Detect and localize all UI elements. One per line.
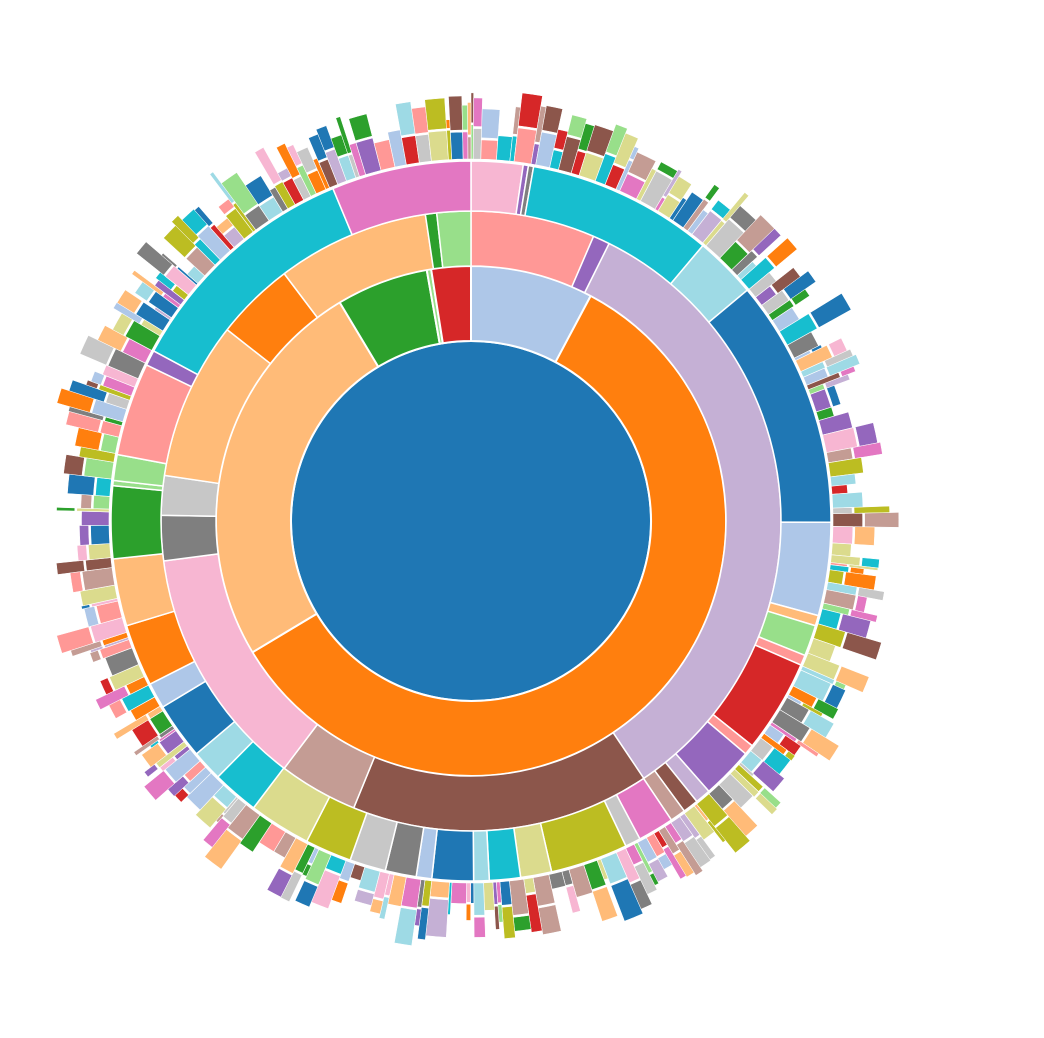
fringe-arc-outer-168[interactable]: [64, 455, 85, 476]
fringe-arc-109[interactable]: [484, 882, 495, 910]
fringe-arc-56[interactable]: [831, 543, 851, 557]
fringe-arc-52[interactable]: [832, 492, 863, 508]
ring-4-segment-34[interactable]: [111, 486, 163, 559]
fringe-arc-217[interactable]: [428, 131, 448, 162]
fringe-arc-outer-55[interactable]: [854, 527, 875, 546]
fringe-arc-110[interactable]: [474, 883, 485, 916]
fringe-arc-outer-110[interactable]: [474, 917, 485, 937]
fringe-arc-111[interactable]: [471, 883, 474, 903]
ring-layer: [111, 161, 831, 881]
fringe-arc-outer-122[interactable]: [354, 889, 374, 905]
ring-4-segment-21[interactable]: [473, 831, 489, 881]
fringe-arc-outer-162[interactable]: [77, 545, 87, 561]
fringe-arc-113[interactable]: [451, 882, 467, 903]
fringe-arc-outer-219[interactable]: [448, 96, 462, 131]
fringe-arc-outer-217[interactable]: [425, 98, 447, 130]
fringe-arc-outer-105[interactable]: [513, 915, 531, 931]
ring-4-segment-20[interactable]: [487, 828, 521, 880]
fringe-arc-166[interactable]: [93, 495, 110, 509]
fringe-arc-outer-1[interactable]: [473, 98, 482, 127]
fringe-arc-outer-22[interactable]: [705, 185, 719, 201]
fringe-arc-164[interactable]: [81, 511, 109, 525]
fringe-arc-outer-65[interactable]: [842, 632, 881, 659]
fringe-arc-outer-163[interactable]: [79, 525, 89, 545]
fringe-arc-112[interactable]: [466, 883, 470, 902]
fringe-arc-outer-212[interactable]: [349, 114, 372, 141]
fringe-arc-outer-161[interactable]: [56, 560, 84, 574]
fringe-arc-outer-118[interactable]: [394, 908, 416, 946]
fringe-arc-219[interactable]: [450, 132, 463, 159]
fringe-arc-outer-54[interactable]: [865, 512, 899, 527]
fringe-arc-55[interactable]: [832, 526, 853, 544]
fringe-arc-outer-165[interactable]: [57, 507, 75, 511]
fringe-arc-outer-36[interactable]: [810, 293, 851, 327]
ring-4-segment-22[interactable]: [432, 829, 474, 881]
fringe-arc-outer-112[interactable]: [466, 904, 470, 920]
ring-3-segment-12[interactable]: [437, 211, 471, 268]
fringe-arc-outer-160[interactable]: [70, 572, 83, 593]
fringe-arc-outer-166[interactable]: [81, 494, 92, 508]
fringe-arc-220[interactable]: [463, 132, 468, 159]
fringe-arc-221[interactable]: [468, 137, 471, 159]
ring-3-segment-6[interactable]: [161, 515, 218, 561]
fringe-arc-1[interactable]: [473, 128, 481, 159]
fringe-arc-outer-167[interactable]: [67, 474, 95, 495]
fringe-arc-outer-47[interactable]: [855, 423, 877, 447]
fringe-arc-51[interactable]: [831, 485, 847, 495]
fringe-arc-outer-221[interactable]: [467, 102, 471, 134]
fringe-arc-162[interactable]: [88, 543, 111, 559]
fringe-arc-163[interactable]: [91, 525, 110, 544]
fringe-arc-outer-2[interactable]: [481, 109, 500, 139]
fringe-arc-2[interactable]: [481, 140, 498, 160]
ring-4-segment-0[interactable]: [471, 161, 523, 214]
fringe-arc-outer-62[interactable]: [855, 596, 867, 613]
fringe-arc-54[interactable]: [833, 513, 863, 527]
fringe-arc-outer-157[interactable]: [84, 606, 99, 626]
ring-1-segment-0[interactable]: [291, 341, 651, 701]
fringe-arc-outer-53[interactable]: [854, 506, 890, 513]
fringe-arc-115[interactable]: [430, 881, 450, 898]
fringe-arc-outer-220[interactable]: [462, 105, 468, 130]
fringe-arc-167[interactable]: [95, 477, 111, 496]
fringe-arc-53[interactable]: [833, 507, 852, 513]
